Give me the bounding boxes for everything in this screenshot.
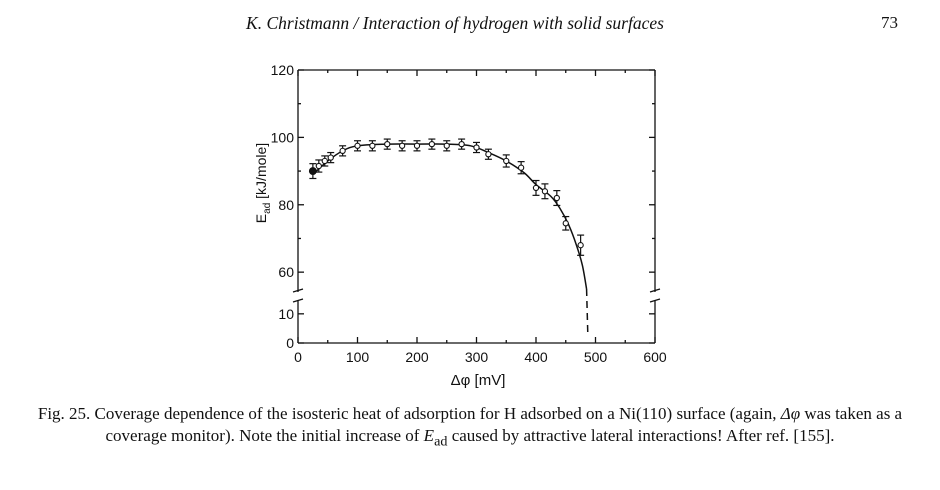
y-tick-label: 100 <box>271 129 295 145</box>
y-tick-label: 120 <box>271 62 295 78</box>
point-marker <box>428 140 436 148</box>
y-axis-label: Ead [kJ/mole] <box>253 143 273 223</box>
data-point <box>458 138 466 150</box>
data-point <box>502 154 510 168</box>
point-marker <box>327 154 334 161</box>
caption-e-symbol: E <box>423 426 435 445</box>
caption-e-subscript: ad <box>434 433 448 450</box>
data-point <box>517 161 525 175</box>
data-point <box>327 151 335 164</box>
x-tick-label: 100 <box>346 349 370 365</box>
data-point <box>354 140 361 152</box>
fit-curve-extrapolation <box>585 288 589 333</box>
data-point <box>577 234 585 256</box>
y-tick-label: 80 <box>278 197 294 213</box>
data-point <box>484 148 492 160</box>
data-point <box>553 190 561 207</box>
point-marker <box>577 242 584 249</box>
point-marker <box>553 194 560 202</box>
y-axis-label-main: E <box>253 214 269 223</box>
fit-curve <box>312 143 588 290</box>
y-tick-label: 10 <box>278 306 294 322</box>
figure-25-chart: 0 100 200 300 400 500 600 60 80 100 120 0 10 Δφ [mV… <box>253 62 667 389</box>
x-tick-label: 600 <box>643 349 667 365</box>
point-marker <box>398 142 406 149</box>
x-tick-label: 400 <box>524 349 548 365</box>
point-marker <box>562 220 569 227</box>
point-marker <box>485 151 492 158</box>
running-title: K. Christmann / Interaction of hydrogen … <box>246 13 664 33</box>
data-point <box>541 183 549 200</box>
point-marker <box>443 142 450 149</box>
data-point <box>339 145 347 157</box>
point-marker <box>541 188 549 195</box>
caption-delta-phi: Δφ <box>780 404 801 423</box>
data-point <box>368 140 376 152</box>
point-marker <box>384 140 391 148</box>
data-point <box>413 140 421 152</box>
point-marker <box>413 142 421 149</box>
data-point <box>315 159 323 173</box>
point-marker <box>503 157 510 165</box>
caption-text-3: caused by attractive lateral interaction… <box>447 426 835 445</box>
data-point <box>321 155 329 167</box>
figure-caption: Fig. 25. Coverage dependence of the isos… <box>20 403 920 452</box>
point-marker <box>315 162 322 170</box>
x-axis-label: Δφ [mV] <box>451 372 506 389</box>
point-marker <box>517 164 525 171</box>
point-marker <box>369 142 376 149</box>
point-marker <box>532 184 540 192</box>
x-tick-label: 0 <box>294 349 302 365</box>
data-point <box>532 179 540 196</box>
point-marker <box>354 142 361 149</box>
point-marker <box>321 157 328 165</box>
point-marker <box>458 140 465 148</box>
x-axis-ticks: 0 100 200 300 400 500 600 <box>294 70 667 365</box>
plot-frame <box>292 69 661 344</box>
fit-curve-layer <box>312 143 589 333</box>
y-axis-ticks: 60 80 100 120 0 10 <box>271 62 655 351</box>
page-header: K. Christmann / Interaction of hydrogen … <box>0 12 940 34</box>
axis-break-left <box>292 288 304 303</box>
data-point <box>443 140 451 152</box>
y-tick-label: 0 <box>286 335 294 351</box>
y-tick-label: 60 <box>278 264 294 280</box>
data-point <box>383 138 391 150</box>
axis-break-right <box>649 288 661 303</box>
data-points-layer <box>308 138 585 256</box>
data-point <box>308 163 317 180</box>
point-marker <box>308 167 317 176</box>
x-tick-label: 500 <box>584 349 608 365</box>
data-point <box>473 141 480 154</box>
data-point <box>398 140 406 152</box>
data-point <box>562 215 570 231</box>
y-axis-label-sub: ad <box>262 203 273 214</box>
data-point <box>428 138 436 150</box>
caption-text-1: Fig. 25. Coverage dependence of the isos… <box>37 404 781 423</box>
x-tick-label: 200 <box>405 349 429 365</box>
caption-text-2: was taken as a coverage monitor). Note t… <box>105 404 903 445</box>
point-marker <box>473 144 480 151</box>
x-tick-label: 300 <box>465 349 489 365</box>
point-marker <box>339 147 346 155</box>
y-axis-label-rest: [kJ/mole] <box>253 143 269 203</box>
page-number: 73 <box>881 13 898 32</box>
